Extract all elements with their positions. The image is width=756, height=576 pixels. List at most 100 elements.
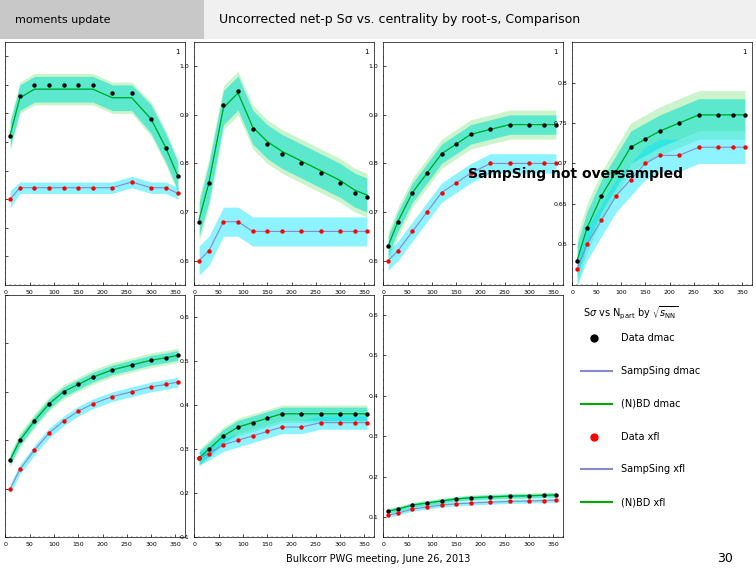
Point <box>450 499 462 509</box>
Point <box>421 498 433 507</box>
Point <box>421 502 433 511</box>
Point <box>145 115 157 124</box>
Point <box>107 392 119 401</box>
Point <box>465 169 477 178</box>
Point <box>125 387 138 396</box>
Point <box>674 119 686 128</box>
Point <box>503 497 516 506</box>
Point <box>261 227 273 236</box>
Point <box>261 414 273 423</box>
Point <box>14 435 26 445</box>
Point <box>382 241 394 251</box>
Point <box>538 120 550 129</box>
Point <box>4 132 16 141</box>
Point <box>314 169 327 178</box>
Point <box>43 429 55 438</box>
Point <box>4 195 16 204</box>
Point <box>276 409 288 418</box>
Point <box>246 418 259 427</box>
Point <box>43 399 55 408</box>
Text: Uncorrected net-p Sσ vs. centrality by root-s, Comparison: Uncorrected net-p Sσ vs. centrality by r… <box>219 13 581 26</box>
Point <box>160 353 172 362</box>
Text: SampSing xfl: SampSing xfl <box>621 464 685 475</box>
Point <box>261 427 273 436</box>
Point <box>349 188 361 197</box>
Point <box>624 143 637 152</box>
FancyBboxPatch shape <box>0 0 204 39</box>
Point <box>392 505 404 514</box>
Point <box>29 183 41 192</box>
Point <box>43 80 55 89</box>
Point <box>87 373 99 382</box>
Point <box>193 453 205 463</box>
Point <box>550 495 562 505</box>
Point <box>523 120 535 129</box>
Point <box>261 139 273 149</box>
Point <box>485 492 497 502</box>
Point <box>14 183 26 192</box>
Point <box>107 183 119 192</box>
Point <box>246 431 259 441</box>
Point <box>57 80 70 89</box>
Point <box>485 125 497 134</box>
Point <box>72 380 84 389</box>
Point <box>435 188 448 197</box>
Point <box>581 223 593 233</box>
Point <box>550 159 562 168</box>
Point <box>639 159 651 168</box>
Point <box>314 418 327 427</box>
Point <box>739 143 751 152</box>
Point <box>407 501 419 510</box>
Point <box>392 217 404 226</box>
Point <box>218 101 230 110</box>
Point <box>296 159 308 168</box>
Point <box>523 159 535 168</box>
Point <box>125 177 138 187</box>
Point <box>465 130 477 139</box>
Point <box>193 453 205 463</box>
Point <box>503 491 516 501</box>
Point <box>538 496 550 505</box>
Text: S$\sigma$ vs N$_{\mathrm{part}}$ by $\sqrt{s_\mathrm{NN}}$: S$\sigma$ vs N$_{\mathrm{part}}$ by $\sq… <box>583 304 678 321</box>
Text: SampSing dmac: SampSing dmac <box>621 366 700 376</box>
Point <box>571 264 583 273</box>
Point <box>160 380 172 389</box>
Point <box>361 193 373 202</box>
Text: 1: 1 <box>742 50 747 55</box>
Point <box>538 491 550 500</box>
Point <box>87 80 99 89</box>
Text: SampSing not oversampled: SampSing not oversampled <box>468 167 683 181</box>
Point <box>218 440 230 449</box>
Text: 30: 30 <box>717 552 733 565</box>
Point <box>160 183 172 192</box>
Point <box>296 409 308 418</box>
Point <box>4 455 16 464</box>
Point <box>203 445 215 454</box>
Point <box>334 409 346 418</box>
Point <box>610 167 622 176</box>
Point <box>203 449 215 458</box>
Point <box>392 246 404 255</box>
Text: 1: 1 <box>364 50 369 55</box>
Text: 1: 1 <box>553 50 558 55</box>
Text: Bulkcorr PWG meeting, June 26, 2013: Bulkcorr PWG meeting, June 26, 2013 <box>286 554 470 563</box>
Point <box>72 80 84 89</box>
Point <box>29 80 41 89</box>
Point <box>193 217 205 226</box>
Point <box>57 387 70 396</box>
Point <box>232 435 244 445</box>
Point <box>739 110 751 119</box>
Point <box>349 227 361 236</box>
Point <box>349 418 361 427</box>
Point <box>276 149 288 158</box>
Point <box>87 183 99 192</box>
Point <box>314 409 327 418</box>
Point <box>232 422 244 431</box>
Point <box>596 191 608 200</box>
Point <box>246 125 259 134</box>
Point <box>29 445 41 454</box>
Point <box>218 431 230 441</box>
Point <box>276 227 288 236</box>
Point <box>203 246 215 255</box>
Point <box>692 110 705 119</box>
